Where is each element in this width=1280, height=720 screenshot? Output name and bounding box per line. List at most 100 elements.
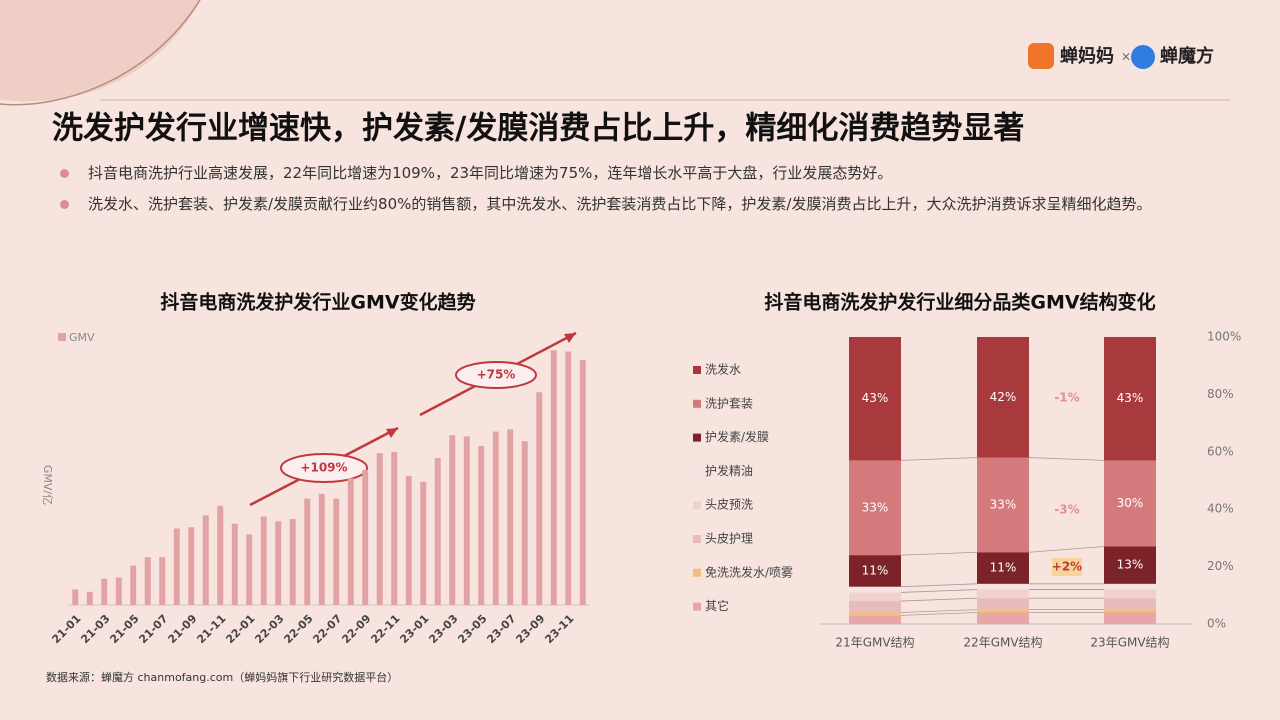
- bar-segment: [849, 460, 901, 556]
- connector: [900, 612, 978, 616]
- bar: [507, 429, 514, 605]
- x-tick-label: 21年GMV结构: [835, 635, 914, 650]
- annotation: +75%: [477, 368, 516, 382]
- bar-segment: [977, 552, 1029, 584]
- bar: [420, 481, 427, 605]
- bar: [275, 521, 282, 605]
- data-label: 33%: [990, 497, 1017, 511]
- x-tick-label: 23-09: [513, 612, 547, 646]
- connector: [900, 551, 978, 556]
- bar: [318, 493, 325, 605]
- arrow-head: [386, 428, 398, 438]
- bar: [521, 441, 528, 605]
- logo-text: 蝉妈妈: [1060, 45, 1114, 67]
- bar: [449, 435, 456, 605]
- bar: [231, 523, 238, 605]
- bar-segment: [977, 609, 1029, 613]
- bar: [536, 392, 543, 605]
- legend-swatch: [693, 399, 701, 408]
- bar-segment: [1104, 337, 1156, 461]
- data-label: 11%: [990, 561, 1017, 575]
- connector: [900, 583, 978, 588]
- legend-label: 免洗洗发水/喷雾: [705, 564, 793, 579]
- bar-segment: [1104, 460, 1156, 547]
- legend-swatch: [693, 366, 701, 374]
- x-tick-label: 21-05: [107, 612, 141, 646]
- data-label: 43%: [862, 391, 889, 405]
- arrow-head: [564, 333, 576, 343]
- data-label: 30%: [1117, 496, 1144, 510]
- x-tick-label: 22-07: [310, 612, 344, 646]
- bar: [202, 515, 209, 605]
- legend-label: 其它: [705, 598, 729, 613]
- bar-segment: [849, 612, 901, 616]
- x-tick-label: 22-09: [339, 612, 373, 646]
- bar: [579, 359, 586, 605]
- logo-sep: ×: [1121, 50, 1131, 64]
- bar: [289, 518, 296, 605]
- bar-segment: [849, 615, 901, 624]
- logo-icon: [1131, 45, 1155, 69]
- data-label: 33%: [862, 500, 889, 514]
- x-tick-label: 22-01: [223, 612, 257, 646]
- decor-curve: [0, 0, 201, 106]
- source: 数据来源：蝉魔方 chanmofang.com（蝉妈妈旗下行业研究数据平台）: [46, 670, 398, 684]
- x-tick-label: 22年GMV结构: [963, 635, 1042, 650]
- connector: [900, 609, 978, 613]
- bar: [333, 498, 340, 605]
- bar: [173, 528, 180, 605]
- legend-swatch: [693, 535, 701, 543]
- bar-segment: [849, 337, 901, 461]
- decor-blob: [0, 0, 200, 102]
- logo-text: 蝉魔方: [1160, 45, 1214, 67]
- x-tick-label: 23-07: [484, 612, 518, 646]
- bar-segment: [1104, 583, 1156, 590]
- bar: [362, 469, 369, 605]
- bar-segment: [1104, 546, 1156, 584]
- y-tick-label: 80%: [1207, 387, 1234, 401]
- bullets: 抖音电商洗护行业高速发展，22年同比增速为109%，23年同比增速为75%，连年…: [60, 160, 1210, 222]
- data-label: 42%: [990, 390, 1017, 404]
- bar-segment: [977, 589, 1029, 599]
- bar-segment: [1104, 612, 1156, 624]
- connector: [900, 457, 978, 461]
- bar: [565, 351, 572, 605]
- annotation-highlight: [1052, 558, 1082, 576]
- x-tick-label: 23-01: [397, 612, 431, 646]
- legend-label: 洗护套装: [705, 396, 753, 410]
- y-axis-label: GMV/亿: [41, 465, 54, 505]
- x-tick-label: 23-03: [426, 612, 460, 646]
- connector: [900, 589, 978, 593]
- bar-segment: [977, 583, 1029, 590]
- bar: [391, 451, 398, 605]
- bullet: 洗发水、洗护套装、护发素/发膜贡献行业约80%的销售额，其中洗发水、洗护套装消费…: [60, 191, 1198, 218]
- bar: [347, 478, 354, 605]
- bar: [246, 534, 253, 605]
- x-tick-label: 21-09: [165, 612, 199, 646]
- bar-segment: [849, 555, 901, 587]
- y-tick-label: 20%: [1207, 559, 1234, 573]
- bar: [115, 577, 122, 605]
- bar: [130, 565, 137, 605]
- bar-segment: [977, 612, 1029, 624]
- bar: [101, 578, 108, 605]
- x-tick-label: 23-11: [542, 612, 576, 646]
- connector: [1028, 457, 1105, 461]
- page-title: 洗发护发行业增速快，护发素/发膜消费占比上升，精细化消费趋势显著: [52, 111, 1024, 147]
- annotation-bubble: [455, 361, 537, 389]
- legend-swatch: [693, 568, 701, 577]
- legend-swatch: [693, 467, 701, 476]
- y-tick-label: 0%: [1207, 617, 1226, 631]
- x-tick-label: 23年GMV结构: [1090, 635, 1169, 650]
- bar: [144, 557, 151, 605]
- legend-swatch: [693, 501, 701, 510]
- bar-segment: [1104, 598, 1156, 610]
- bar: [72, 589, 79, 605]
- y-tick-label: 60%: [1207, 444, 1234, 458]
- bar: [478, 445, 485, 605]
- legend-swatch: [693, 602, 701, 611]
- data-label: 11%: [862, 563, 889, 577]
- bar-segment: [849, 592, 901, 602]
- bar: [405, 475, 412, 605]
